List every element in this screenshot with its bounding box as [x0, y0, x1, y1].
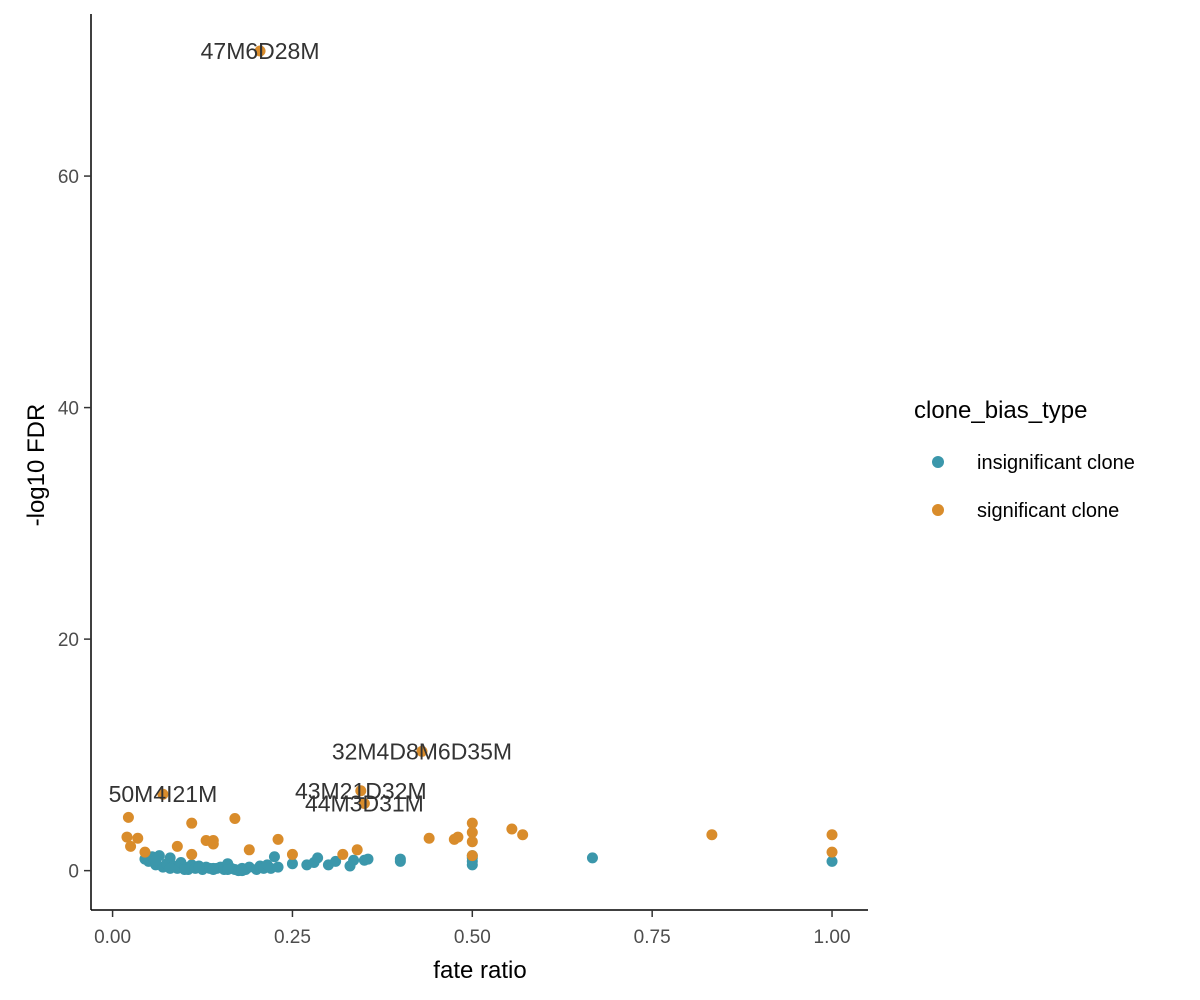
significant-clone-point [466, 817, 478, 829]
significant-clone-point [139, 846, 151, 858]
insignificant-clone-point [394, 853, 406, 865]
y-axis-title: -log10 FDR [23, 404, 50, 527]
significant-clone-point [517, 829, 529, 841]
y-tick-label: 60 [58, 167, 79, 188]
point-label: 32M4D8M6D35M [332, 738, 512, 764]
legend-key [932, 504, 944, 516]
significant-clone-point [186, 817, 198, 829]
legend-key [932, 456, 944, 468]
significant-clone-point [122, 811, 134, 823]
significant-clone-point [243, 844, 255, 856]
significant-clone-point [186, 848, 198, 860]
y-axis-ticks: 0 20 40 60 [58, 167, 91, 883]
significant-clone-point [826, 829, 838, 841]
insignificant-clone-point [586, 852, 598, 864]
insignificant-clone-point [150, 854, 162, 866]
significant-clone-point [157, 788, 169, 800]
legend-label: significant clone [977, 500, 1119, 522]
insignificant-clone-point [236, 865, 248, 877]
x-axis-title: fate ratio [433, 957, 526, 984]
significant-clone-point [132, 832, 144, 844]
significant-clone-point [272, 833, 284, 845]
insignificant-clone-point [179, 863, 191, 875]
insignificant-clone-point [222, 863, 234, 875]
y-tick-label: 20 [58, 630, 79, 651]
significant-clone-point [452, 831, 464, 843]
significant-clone-point [506, 823, 518, 835]
significant-clone-point [207, 835, 219, 847]
significant-clone-point [466, 836, 478, 848]
significant-clone-point [416, 745, 428, 757]
x-tick-label: 0.75 [634, 927, 671, 948]
insignificant-clone-point [193, 861, 205, 873]
significant-clone-point [121, 831, 133, 843]
insignificant-clone-point [268, 851, 280, 863]
insignificant-clone-point [272, 861, 284, 873]
insignificant-clone-point [348, 854, 360, 866]
legend: clone_bias_type insignificant clone signi… [914, 397, 1135, 522]
point-label: 50M4I21M [109, 781, 218, 807]
points-layer [121, 45, 838, 877]
significant-clone-point [358, 797, 370, 809]
y-tick-label: 0 [68, 862, 79, 883]
insignificant-clone-point [330, 855, 342, 867]
significant-clone-point [466, 826, 478, 838]
significant-clone-point [706, 829, 718, 841]
x-tick-label: 0.25 [274, 927, 311, 948]
legend-label: insignificant clone [977, 452, 1135, 474]
x-tick-label: 0.00 [94, 927, 131, 948]
insignificant-clone-point [826, 855, 838, 867]
insignificant-clone-point [207, 862, 219, 874]
point-label: 47M6D28M [201, 38, 320, 64]
significant-clone-point [337, 848, 349, 860]
significant-clone-point [254, 45, 266, 57]
x-tick-label: 0.50 [454, 927, 491, 948]
significant-clone-point [466, 850, 478, 862]
x-axis-ticks: 0.00 0.25 0.50 0.75 1.00 [94, 910, 851, 948]
significant-clone-point [125, 840, 137, 852]
legend-title: clone_bias_type [914, 397, 1087, 424]
insignificant-clone-point [286, 858, 298, 870]
x-tick-label: 1.00 [814, 927, 851, 948]
y-tick-label: 40 [58, 399, 79, 420]
insignificant-clone-point [164, 862, 176, 874]
significant-clone-point [229, 813, 241, 825]
point-label: 43M21D32M [295, 778, 427, 804]
legend-items: insignificant clone significant clone [932, 452, 1135, 522]
significant-clone-point [171, 840, 183, 852]
significant-clone-point [423, 832, 435, 844]
significant-clone-point [286, 848, 298, 860]
insignificant-clone-point [362, 853, 374, 865]
significant-clone-point [351, 844, 363, 856]
point-label: 44M3D31M [305, 790, 424, 816]
significant-clone-point [355, 785, 367, 797]
insignificant-clone-point [312, 852, 324, 864]
significant-clone-point [826, 846, 838, 858]
